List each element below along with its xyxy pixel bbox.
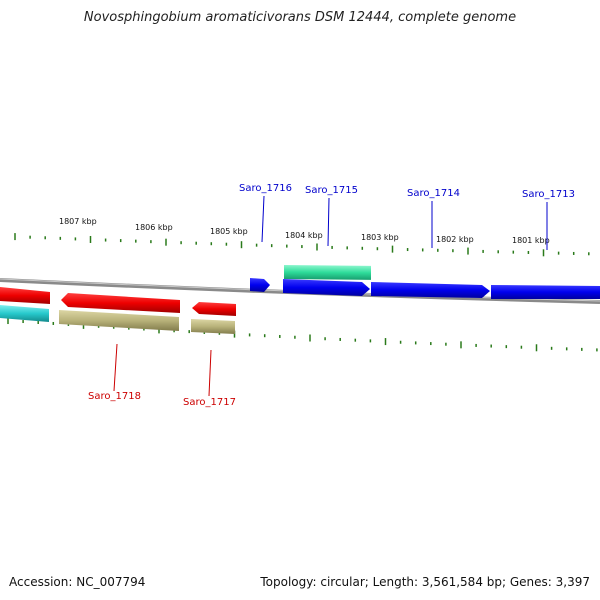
gene-label-saro-1713[interactable]: Saro_1713	[522, 189, 575, 200]
gene-saro-1713[interactable]	[491, 285, 600, 299]
scale-label: 1804 kbp	[285, 231, 323, 240]
scale-label: 1806 kbp	[135, 223, 173, 232]
gene-saro-1718[interactable]	[61, 293, 180, 313]
genome-summary-text: Topology: circular; Length: 3,561,584 bp…	[260, 575, 590, 589]
accession-text: Accession: NC_007794	[9, 575, 146, 589]
gene-saro-1714[interactable]	[371, 282, 490, 298]
leader-line	[113, 343, 118, 392]
scale-label: 1805 kbp	[210, 227, 248, 236]
feature-reverse-khaki	[59, 310, 179, 331]
scale-label: 1807 kbp	[59, 217, 97, 226]
gene-label-saro-1715[interactable]: Saro_1715	[305, 185, 358, 196]
scale-label: 1803 kbp	[361, 233, 399, 242]
gene-label-saro-1717[interactable]: Saro_1717	[183, 397, 236, 408]
leader-line	[327, 197, 330, 247]
feature-forward	[284, 264, 371, 280]
gene-saro-1717[interactable]	[192, 302, 236, 316]
gene-label-saro-1714[interactable]: Saro_1714	[407, 188, 460, 199]
leader-line	[208, 349, 212, 397]
gene-saro-1716[interactable]	[250, 278, 270, 292]
gene-reverse-partial[interactable]	[0, 287, 50, 304]
scale-label: 1802 kbp	[436, 235, 474, 244]
genome-title: Novosphingobium aromaticivorans DSM 1244…	[83, 10, 517, 25]
leader-line	[261, 195, 265, 243]
gene-label-saro-1718[interactable]: Saro_1718	[88, 391, 141, 402]
feature-reverse-khaki	[191, 319, 235, 334]
feature-reverse-cyan	[0, 305, 49, 322]
gene-saro-1715[interactable]	[283, 279, 370, 296]
gene-label-saro-1716[interactable]: Saro_1716	[239, 183, 292, 194]
scale-ticks-top	[14, 233, 590, 257]
scale-label: 1801 kbp	[512, 236, 550, 245]
